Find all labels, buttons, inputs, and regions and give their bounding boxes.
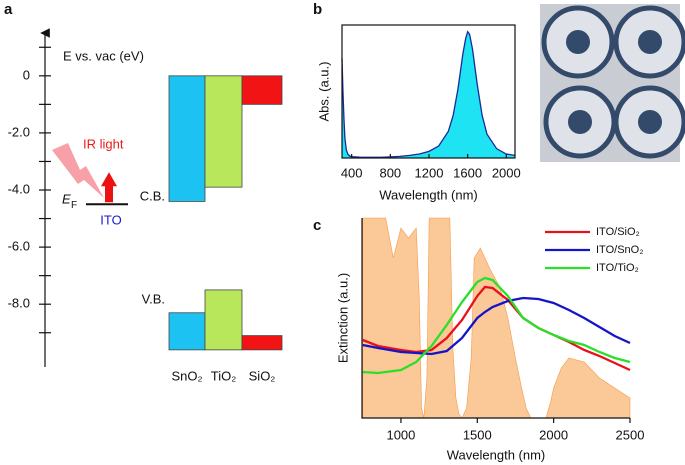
y-axis-title: Abs. (a.u.) bbox=[316, 62, 331, 122]
panel-label: b bbox=[313, 1, 322, 18]
y-axis-title: Extinction (a.u.) bbox=[335, 273, 350, 363]
valence-band bbox=[204, 289, 243, 351]
valence-band bbox=[241, 335, 283, 351]
fermi-subscript: F bbox=[71, 200, 77, 211]
legend-label: ITO/SiO₂ bbox=[596, 226, 640, 238]
x-tick-label: 1500 bbox=[463, 427, 492, 442]
annotation: IR light bbox=[83, 136, 124, 151]
x-tick-label: 800 bbox=[379, 165, 401, 180]
x-axis-title: Wavelength (nm) bbox=[447, 447, 546, 462]
x-tick-label: 400 bbox=[341, 165, 363, 180]
legend-label: ITO/TiO₂ bbox=[596, 262, 639, 274]
panel-label: a bbox=[4, 1, 13, 18]
y-tick-label: -2.0 bbox=[8, 124, 30, 139]
fermi-symbol: E bbox=[62, 192, 71, 207]
valence-band bbox=[168, 312, 206, 351]
ir-arrow bbox=[101, 172, 117, 203]
x-tick-label: 2500 bbox=[616, 427, 645, 442]
area-line bbox=[341, 30, 516, 158]
solar-spectrum bbox=[362, 217, 631, 419]
light-bolt bbox=[52, 143, 104, 198]
x-tick-label: 1000 bbox=[386, 427, 415, 442]
y-tick-label: -8.0 bbox=[8, 296, 30, 311]
x-axis-title: Wavelength (nm) bbox=[379, 187, 478, 202]
y-tick-label: -4.0 bbox=[8, 181, 30, 196]
fermi-label: ITO bbox=[100, 213, 121, 228]
category-label: TiO₂ bbox=[211, 368, 237, 383]
x-tick-label: 1600 bbox=[453, 165, 482, 180]
x-tick-label: 1200 bbox=[415, 165, 444, 180]
conduction-band bbox=[241, 75, 283, 105]
series-label: C.B. bbox=[140, 188, 165, 203]
panel-label: c bbox=[313, 217, 321, 234]
conduction-band bbox=[168, 75, 206, 202]
y-axis-title: E vs. vac (eV) bbox=[63, 48, 144, 63]
y-tick-label: 0 bbox=[23, 67, 30, 82]
series-line bbox=[362, 276, 631, 375]
legend-label: ITO/SnO₂ bbox=[596, 244, 643, 256]
photo bbox=[540, 4, 685, 162]
x-tick-label: 2000 bbox=[492, 165, 521, 180]
series-line bbox=[362, 296, 631, 356]
conduction-band bbox=[204, 75, 243, 188]
x-tick-label: 2000 bbox=[539, 427, 568, 442]
series-label: V.B. bbox=[142, 291, 165, 306]
category-label: SnO₂ bbox=[171, 368, 202, 383]
y-tick-label: -6.0 bbox=[8, 239, 30, 254]
area-fill bbox=[342, 31, 515, 158]
category-label: SiO₂ bbox=[249, 368, 276, 383]
axes bbox=[361, 218, 630, 419]
